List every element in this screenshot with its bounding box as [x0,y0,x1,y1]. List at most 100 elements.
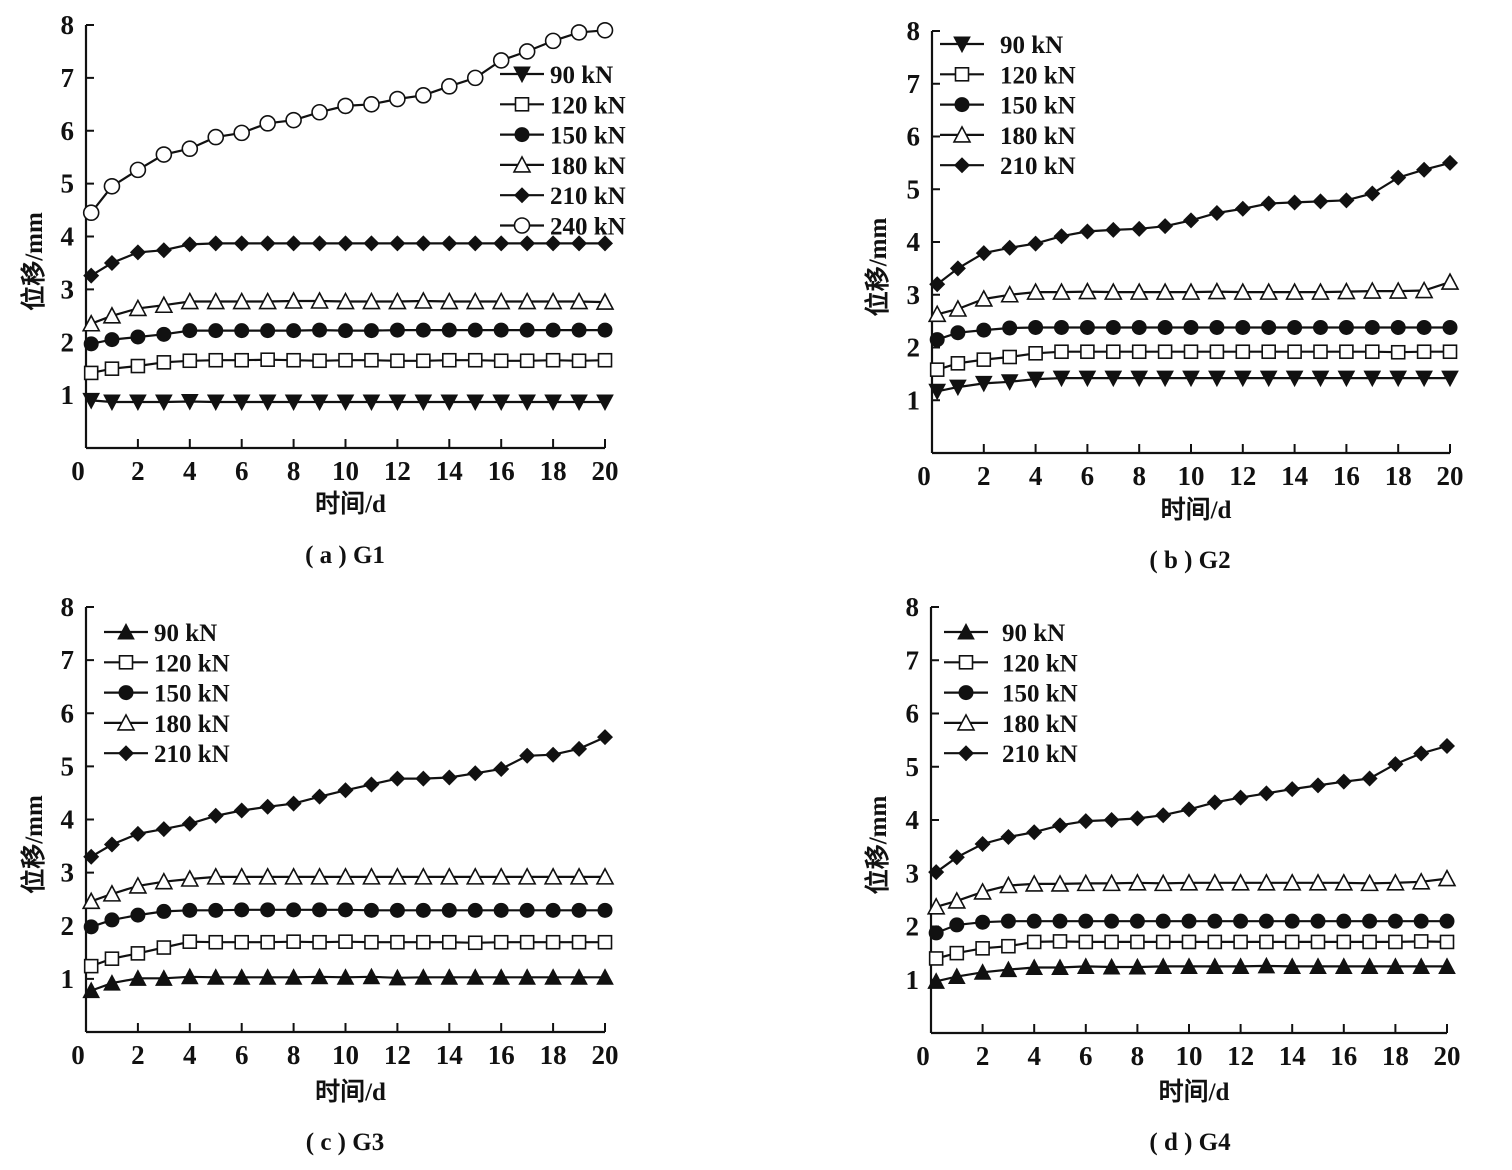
data-point [1389,370,1408,388]
data-point [414,867,433,885]
data-point [233,802,250,819]
data-point [1102,957,1121,975]
data-point [519,235,536,252]
legend-item: 210 kN [104,741,230,768]
data-point [1179,873,1199,891]
data-point [180,967,199,985]
x-tick-label: 12 [384,456,411,486]
data-point [104,332,120,348]
data-point [1412,957,1431,974]
y-tick-label: 1 [907,385,921,415]
data-point [362,394,381,412]
data-point [416,934,431,950]
x-tick-label: 20 [1434,1041,1461,1071]
data-point [103,254,120,271]
data-point [389,235,406,252]
data-point [1287,319,1303,335]
data-point [1078,934,1094,950]
data-point [1334,957,1353,974]
data-point [1365,344,1380,360]
series-240kn [82,21,614,222]
legend-label: 240 kN [550,214,626,241]
data-point [492,52,510,69]
series-210kn [928,737,1455,881]
data-point [181,140,199,158]
data-point [570,24,588,41]
data-point [182,934,198,949]
data-point [103,974,121,991]
data-point [311,235,328,252]
legend-marker [514,97,530,112]
x-axis-title: 时间/d [1159,1078,1230,1106]
data-point [1232,789,1249,806]
data-point [569,867,589,885]
data-point [260,934,275,950]
data-point [1208,204,1225,221]
data-point [130,358,146,374]
legend-marker [513,66,531,84]
data-point [388,968,407,986]
data-point [439,291,459,310]
legend-label: 90 kN [1002,620,1065,647]
y-tick-label: 6 [906,699,920,729]
data-point [597,352,613,368]
data-point [928,951,944,966]
legend-item: 240 kN [500,214,626,241]
data-point [441,902,457,918]
data-point [82,392,101,410]
data-point [1390,319,1406,335]
data-point [1024,874,1044,892]
data-point [1026,282,1045,300]
data-point [1157,344,1173,360]
data-point [570,968,588,985]
data-point [338,902,353,918]
data-point [207,807,224,824]
data-point [1309,957,1327,974]
data-point [311,103,328,121]
data-point [1181,934,1197,950]
data-point [1102,873,1121,892]
legend-label: 90 kN [550,62,613,89]
data-point [129,394,147,412]
legend-label: 150 kN [1002,681,1078,708]
data-point [441,934,457,950]
data-point [1181,282,1201,300]
data-point [362,291,381,310]
data-point [155,242,172,259]
data-point [1335,773,1352,790]
x-tick-label: 10 [1176,1041,1203,1071]
legend-marker [954,67,970,82]
data-point [518,968,536,985]
series-90kn [82,392,614,412]
x-tick-label: 14 [436,1040,463,1070]
data-point [976,322,992,338]
data-point [1209,319,1225,335]
data-point [1312,193,1329,210]
y-tick-label: 4 [906,805,920,835]
data-point [103,177,121,195]
y-tick-label: 6 [907,122,921,152]
data-point [467,902,483,918]
legend-marker [954,97,970,113]
data-point [207,128,225,146]
data-point [363,776,380,793]
x-tick-label: 12 [384,1040,411,1070]
data-point [336,968,355,985]
x-tick-label: 10 [1178,461,1205,491]
data-point [285,235,302,252]
x-tick-label: 12 [1227,1041,1254,1071]
data-point [1233,282,1253,300]
data-point [570,394,588,412]
data-point [949,945,965,961]
y-axis-title: 位移/mm [863,218,892,317]
data-point [1287,344,1302,360]
data-point [284,867,303,885]
y-tick-label: 2 [61,911,75,941]
data-point [1334,873,1354,891]
data-point [1207,934,1223,950]
data-point [571,740,588,757]
data-point [1258,913,1274,929]
data-point [180,869,200,887]
data-point [284,291,303,309]
data-point [1209,344,1225,360]
